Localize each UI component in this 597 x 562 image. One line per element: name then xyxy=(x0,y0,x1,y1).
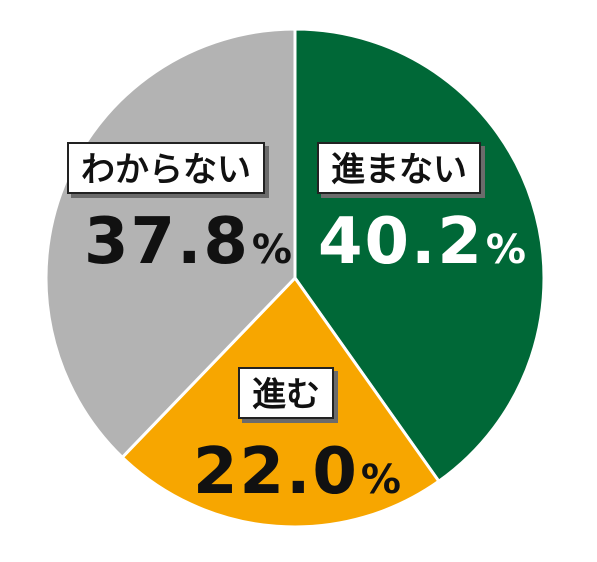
slice-value-0: 40.2% xyxy=(318,210,526,274)
slice-value-2: 37.8% xyxy=(84,210,292,274)
slice-value-unit-1: % xyxy=(360,457,401,503)
slice-value-unit-2: % xyxy=(251,227,292,273)
slice-label-2: わからない xyxy=(67,142,265,194)
slice-value-number-1: 22.0 xyxy=(193,435,359,509)
slice-label-0: 進まない xyxy=(317,142,481,194)
slice-value-number-0: 40.2 xyxy=(318,205,484,279)
slice-label-1: 進む xyxy=(238,367,334,419)
slice-value-1: 22.0% xyxy=(193,440,401,504)
slice-value-unit-0: % xyxy=(485,227,526,273)
slice-value-number-2: 37.8 xyxy=(84,205,250,279)
pie-slice-2 xyxy=(44,27,297,459)
